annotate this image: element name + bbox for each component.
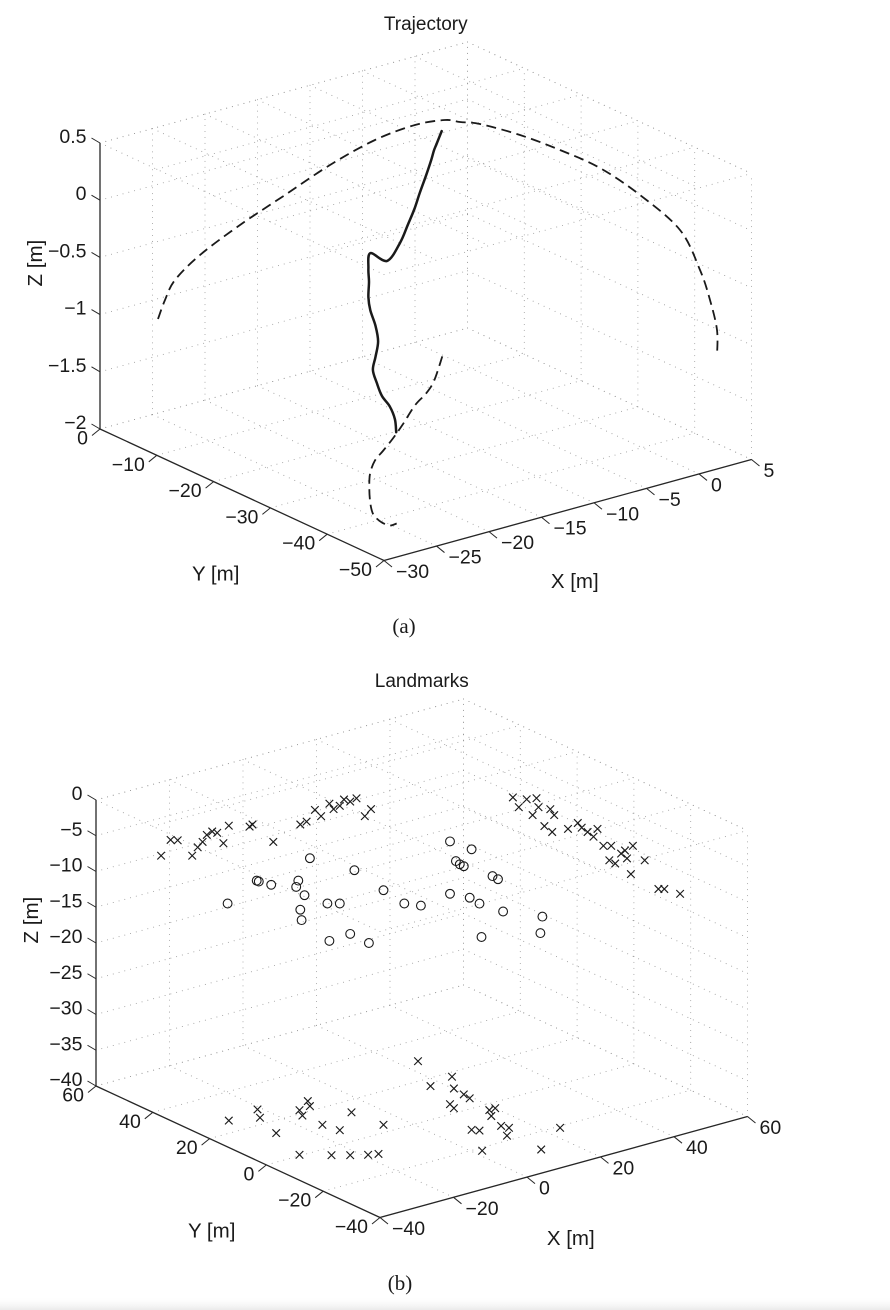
svg-text:5: 5 — [764, 460, 775, 482]
svg-text:−20: −20 — [278, 1190, 311, 1212]
svg-text:−20: −20 — [49, 926, 82, 948]
svg-text:60: 60 — [760, 1117, 782, 1139]
svg-text:20: 20 — [613, 1157, 635, 1179]
svg-text:0: 0 — [76, 183, 87, 205]
svg-text:−10: −10 — [606, 503, 639, 525]
svg-text:−15: −15 — [49, 890, 82, 912]
svg-text:(a): (a) — [392, 614, 415, 638]
svg-text:−0.5: −0.5 — [48, 240, 87, 262]
svg-text:−20: −20 — [501, 532, 534, 554]
svg-text:Y [m]: Y [m] — [192, 562, 239, 585]
svg-text:40: 40 — [686, 1137, 708, 1159]
svg-text:−40: −40 — [335, 1216, 368, 1238]
svg-text:−5: −5 — [659, 489, 681, 511]
svg-text:X [m]: X [m] — [551, 570, 599, 593]
svg-text:−5: −5 — [60, 819, 82, 841]
svg-text:−25: −25 — [49, 962, 82, 984]
svg-text:Y [m]: Y [m] — [188, 1219, 235, 1242]
svg-text:Trajectory: Trajectory — [384, 14, 468, 35]
svg-text:−40: −40 — [282, 533, 315, 555]
svg-text:−20: −20 — [169, 480, 202, 502]
svg-text:−1: −1 — [64, 298, 86, 320]
svg-text:Z [m]: Z [m] — [24, 240, 47, 287]
svg-text:0: 0 — [77, 428, 88, 450]
svg-text:−25: −25 — [449, 547, 482, 569]
svg-text:Landmarks: Landmarks — [375, 671, 469, 692]
svg-text:−10: −10 — [112, 454, 145, 476]
svg-text:X [m]: X [m] — [547, 1227, 595, 1250]
svg-text:−30: −30 — [49, 998, 82, 1020]
svg-text:0: 0 — [244, 1163, 255, 1185]
svg-text:(b): (b) — [388, 1271, 413, 1295]
svg-text:40: 40 — [119, 1111, 141, 1133]
svg-text:−15: −15 — [554, 518, 587, 540]
svg-text:−40: −40 — [392, 1218, 425, 1240]
svg-text:0: 0 — [711, 474, 722, 496]
svg-text:−10: −10 — [49, 855, 82, 877]
svg-text:−1.5: −1.5 — [48, 355, 87, 377]
svg-text:−30: −30 — [225, 506, 258, 528]
svg-text:0: 0 — [539, 1178, 550, 1200]
svg-text:60: 60 — [62, 1085, 84, 1107]
svg-text:−35: −35 — [49, 1033, 82, 1055]
svg-text:Z [m]: Z [m] — [20, 897, 43, 944]
svg-text:−30: −30 — [396, 561, 429, 583]
svg-text:−20: −20 — [466, 1198, 499, 1220]
svg-text:0: 0 — [72, 783, 83, 805]
svg-text:−50: −50 — [339, 559, 372, 581]
svg-text:20: 20 — [176, 1137, 198, 1159]
svg-text:0.5: 0.5 — [59, 126, 86, 148]
